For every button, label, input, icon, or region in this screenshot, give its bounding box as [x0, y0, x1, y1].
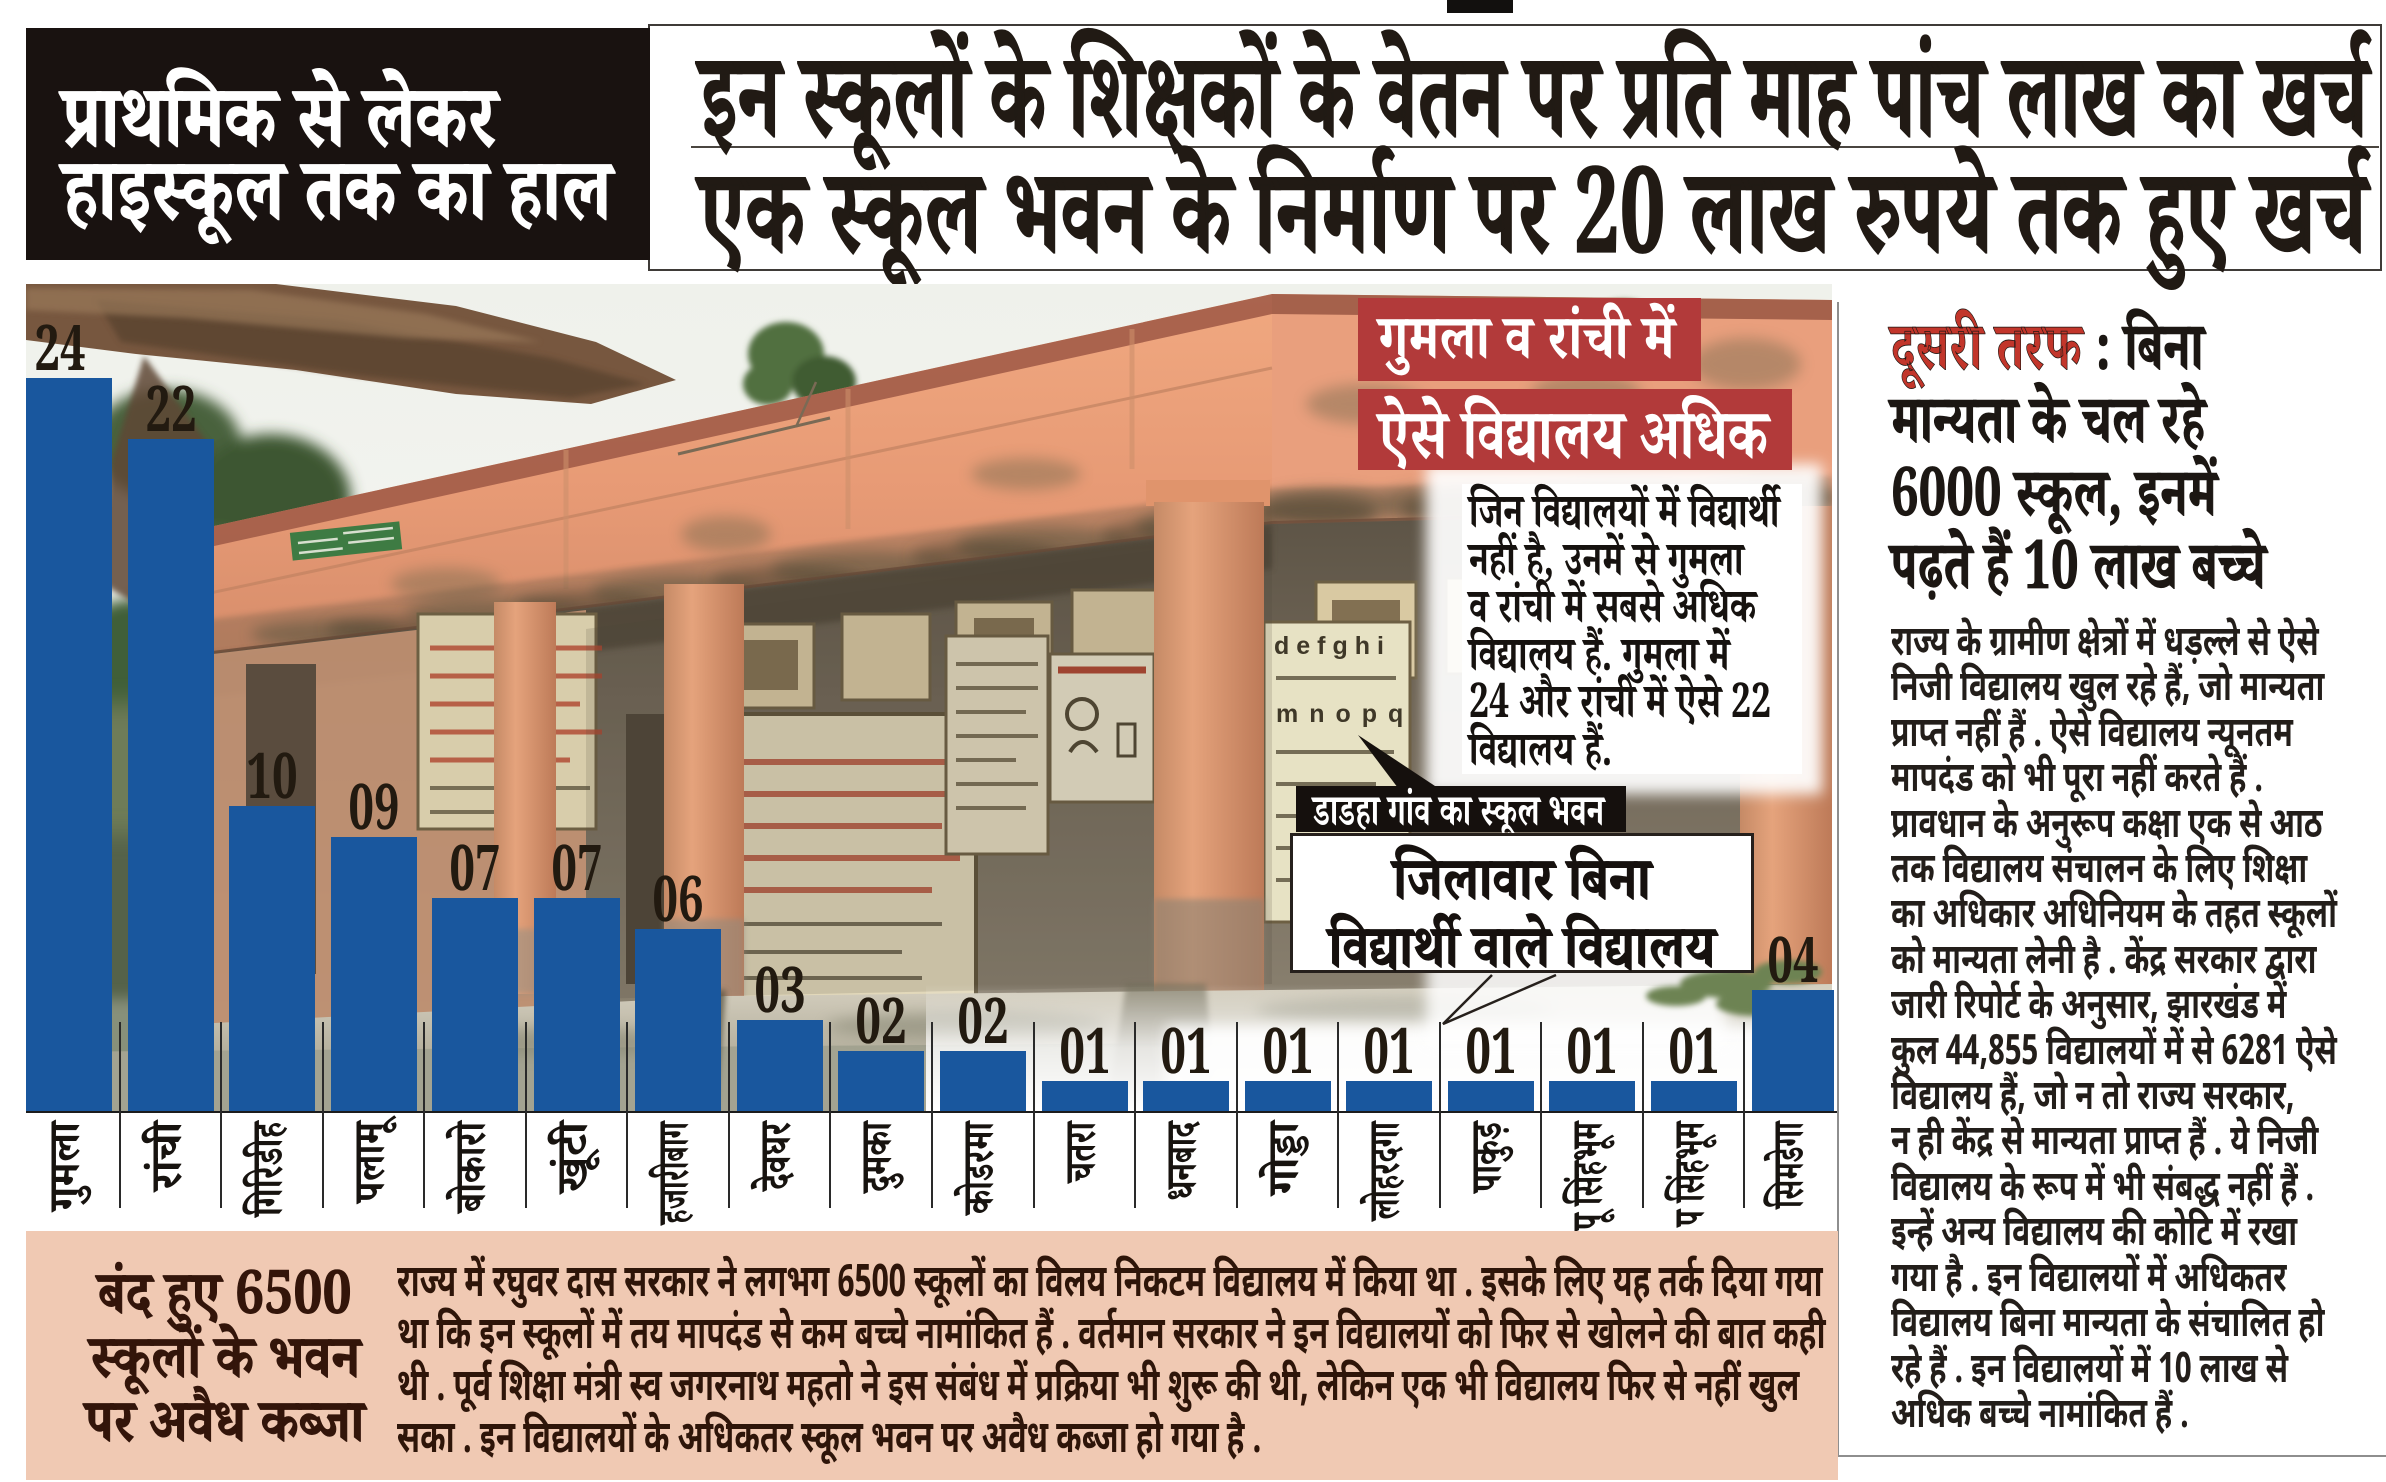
svg-text:दुमका: दुमका	[850, 1119, 919, 1194]
svg-text:प सिंहभूम: प सिंहभूम	[1663, 1120, 1732, 1228]
svg-text:पाकुड़: पाकुड़	[1460, 1119, 1529, 1194]
svg-text:खूंटी: खूंटी	[546, 1119, 615, 1196]
svg-text:देवघर: देवघर	[749, 1120, 818, 1192]
svg-text:धनबाद: धनबाद	[1155, 1120, 1224, 1200]
svg-text:पलामू: पलामू	[343, 1115, 412, 1204]
svg-text:लोहरदगा: लोहरदगा	[1358, 1120, 1427, 1222]
svg-text:गिरिडीह: गिरिडीह	[241, 1120, 310, 1219]
svg-text:चतरा: चतरा	[1054, 1120, 1123, 1185]
svg-text:हजारीबाग: हजारीबाग	[647, 1120, 716, 1226]
svg-text:कोडरमा: कोडरमा	[952, 1120, 1021, 1217]
svg-text:सिमडेगा: सिमडेगा	[1762, 1120, 1831, 1210]
svg-text:रांची: रांची	[140, 1119, 209, 1193]
svg-text:mnopq: mnopq	[1276, 700, 1414, 728]
svg-text:गोड्डा: गोड्डा	[1257, 1119, 1326, 1197]
svg-text:पू सिंहभूम: पू सिंहभूम	[1561, 1120, 1630, 1232]
svg-text:defghi: defghi	[1274, 632, 1391, 660]
svg-text:बोकारो: बोकारो	[444, 1119, 513, 1214]
svg-text:गुमला: गुमला	[38, 1119, 107, 1213]
